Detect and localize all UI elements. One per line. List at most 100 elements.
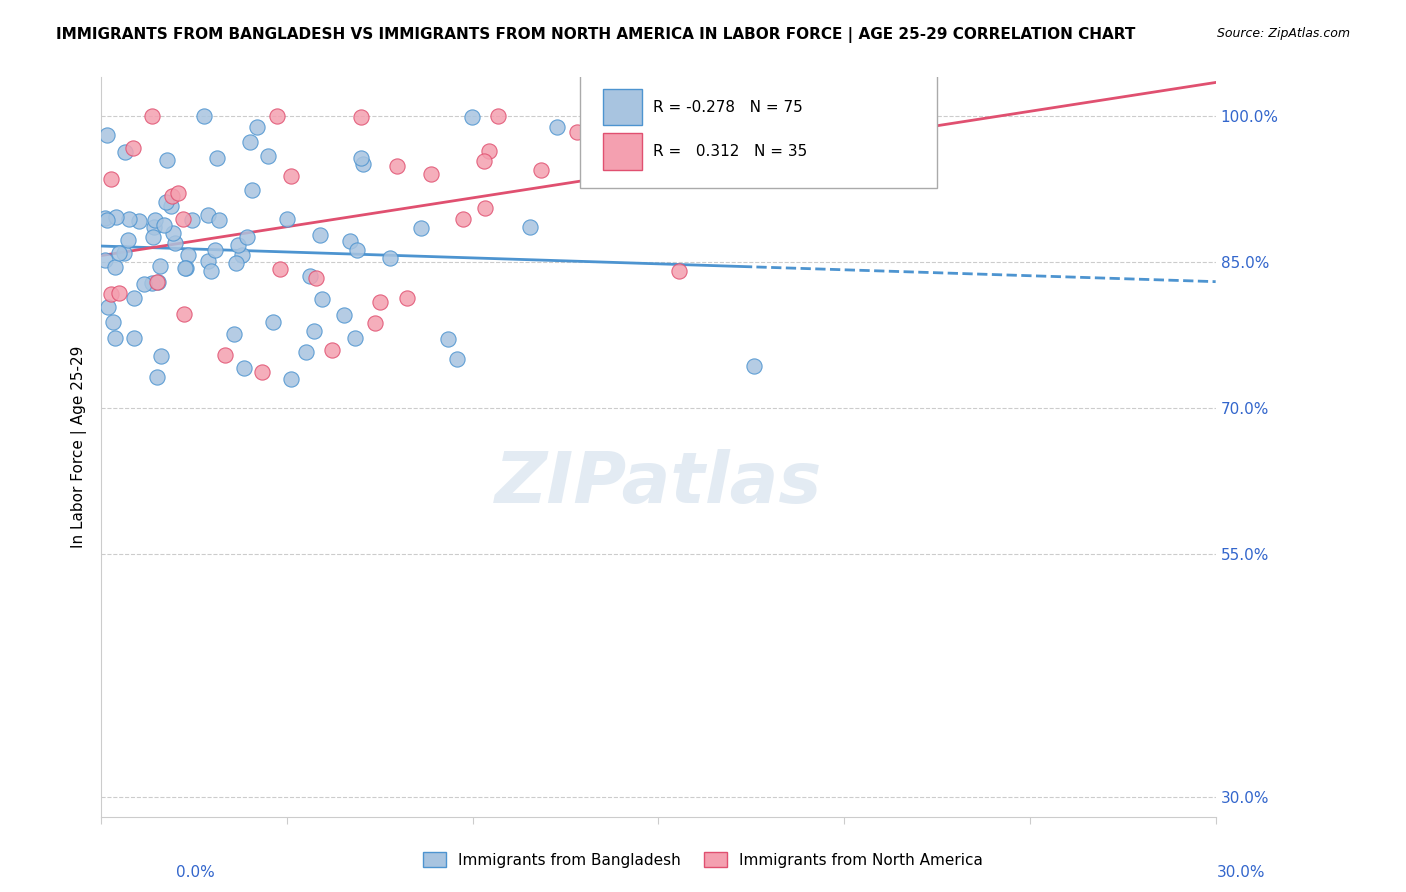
Point: [174, 261, 197, 276]
Point: [128, 213, 150, 227]
Point: [208, 213, 231, 227]
Point: [104, 210, 127, 224]
Point: [103, 315, 125, 329]
Point: [104, 260, 127, 275]
Point: [276, 211, 298, 226]
Legend: Immigrants from Bangladesh, Immigrants from North America: Immigrants from Bangladesh, Immigrants f…: [415, 844, 991, 875]
Point: [396, 291, 419, 305]
Point: [200, 264, 222, 278]
Point: [160, 189, 183, 203]
Point: [346, 243, 368, 257]
Text: Source: ZipAtlas.com: Source: ZipAtlas.com: [1216, 27, 1350, 40]
Point: [239, 135, 262, 149]
Point: [173, 307, 195, 321]
Point: [451, 212, 474, 227]
Point: [368, 294, 391, 309]
Point: [96, 128, 118, 142]
Point: [262, 315, 284, 329]
Point: [269, 262, 291, 277]
Point: [100, 287, 122, 301]
Point: [474, 201, 496, 215]
Point: [419, 168, 441, 182]
Point: [197, 254, 219, 268]
Point: [298, 268, 321, 283]
Point: [596, 109, 619, 123]
Point: [436, 332, 458, 346]
Point: [321, 343, 343, 357]
Point: [180, 213, 202, 227]
Point: [266, 109, 288, 123]
Point: [165, 236, 187, 251]
Point: [197, 209, 219, 223]
Point: [583, 136, 606, 150]
Point: [114, 145, 136, 159]
Point: [94, 211, 117, 225]
FancyBboxPatch shape: [581, 70, 936, 188]
FancyBboxPatch shape: [603, 88, 641, 126]
Text: 30.0%: 30.0%: [1218, 865, 1265, 880]
Point: [146, 275, 169, 289]
Point: [173, 260, 195, 275]
Point: [153, 218, 176, 232]
Point: [246, 120, 269, 135]
Point: [159, 199, 181, 213]
Point: [236, 229, 259, 244]
Point: [193, 109, 215, 123]
Point: [668, 264, 690, 278]
Point: [461, 111, 484, 125]
Point: [143, 213, 166, 227]
Point: [411, 221, 433, 235]
Point: [207, 151, 229, 165]
Text: 0.0%: 0.0%: [176, 865, 215, 880]
Point: [295, 345, 318, 359]
Point: [304, 270, 326, 285]
Point: [250, 366, 273, 380]
Point: [149, 349, 172, 363]
Point: [311, 293, 333, 307]
Point: [256, 149, 278, 163]
Point: [104, 331, 127, 345]
Point: [108, 246, 131, 260]
Point: [280, 372, 302, 386]
Point: [530, 163, 553, 178]
Point: [309, 227, 332, 242]
Point: [204, 243, 226, 257]
Point: [339, 234, 361, 248]
Point: [683, 159, 706, 173]
Point: [349, 110, 371, 124]
Point: [240, 183, 263, 197]
Point: [156, 153, 179, 167]
Point: [364, 316, 387, 330]
Point: [378, 251, 401, 265]
Point: [226, 238, 249, 252]
Point: [868, 109, 890, 123]
Text: R =   0.312   N = 35: R = 0.312 N = 35: [652, 144, 807, 159]
Point: [117, 233, 139, 247]
Point: [280, 169, 302, 184]
Point: [478, 145, 501, 159]
Point: [222, 327, 245, 342]
Point: [166, 186, 188, 200]
Point: [94, 252, 117, 267]
Point: [146, 369, 169, 384]
Point: [214, 348, 236, 362]
Point: [149, 259, 172, 273]
Point: [385, 159, 408, 173]
Text: ZIPatlas: ZIPatlas: [495, 450, 823, 518]
Point: [141, 276, 163, 290]
Point: [177, 248, 200, 262]
Point: [225, 256, 247, 270]
Point: [141, 109, 163, 123]
Point: [100, 172, 122, 186]
Point: [122, 291, 145, 305]
Text: R = -0.278   N = 75: R = -0.278 N = 75: [652, 100, 803, 114]
Point: [742, 359, 765, 373]
Point: [446, 352, 468, 367]
Point: [143, 219, 166, 234]
Point: [96, 213, 118, 227]
Point: [122, 331, 145, 345]
Point: [142, 229, 165, 244]
Point: [148, 276, 170, 290]
Point: [333, 308, 356, 322]
Point: [302, 324, 325, 338]
